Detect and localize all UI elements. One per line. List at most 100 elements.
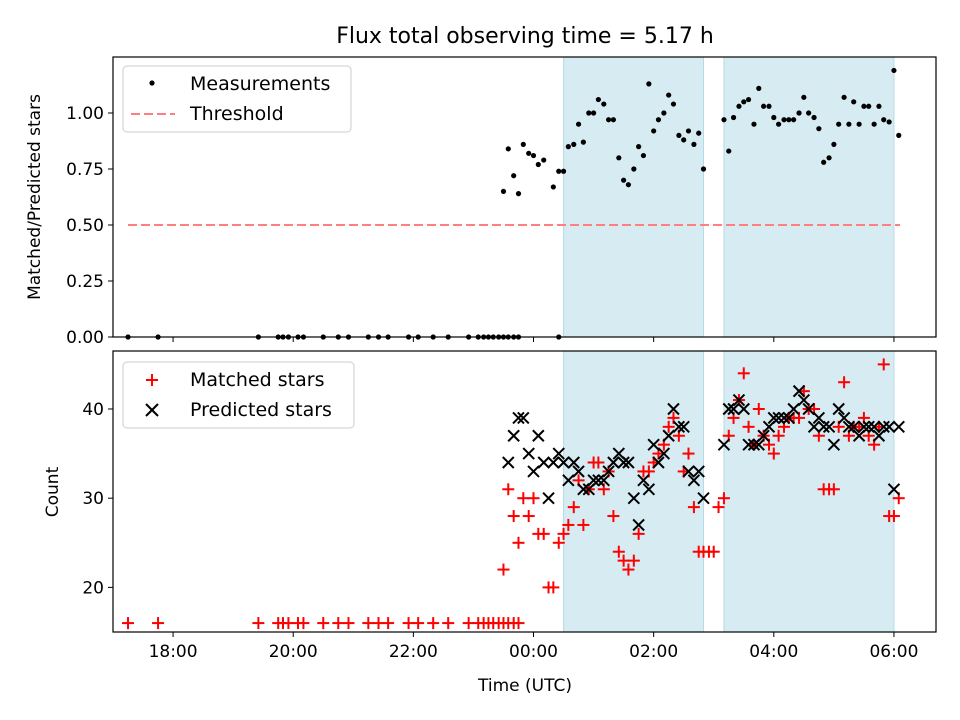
x-b xyxy=(792,384,806,398)
predicted-star-point xyxy=(782,411,796,425)
measurement-point xyxy=(681,137,687,143)
counts-panel: 20 30 40 18:00 20:00 22:00 00:00 02:00 04:00 06:… xyxy=(43,350,937,662)
matched-star-points xyxy=(122,358,905,630)
measurement-point xyxy=(601,101,607,107)
x-b xyxy=(802,402,815,416)
measurement-point xyxy=(560,168,567,174)
predicted-star-point xyxy=(622,456,635,469)
measurement-point xyxy=(651,128,657,134)
x-b xyxy=(737,402,750,416)
predicted-star-point xyxy=(687,474,701,487)
counts-x-ticks: 18:00 20:00 22:00 00:00 02:00 04:00 06:00 xyxy=(149,632,918,662)
predicted-star-point xyxy=(662,429,675,442)
matched-star-point xyxy=(522,510,535,523)
predicted-star-point xyxy=(722,402,735,416)
predicted-star-point xyxy=(757,429,770,442)
predicted-star-point xyxy=(607,456,620,469)
predicted-star-point xyxy=(852,429,866,442)
x-b xyxy=(727,402,740,416)
x-b xyxy=(827,438,841,451)
measurement-point xyxy=(696,130,702,136)
x-b xyxy=(857,420,871,434)
predicted-star-point xyxy=(682,465,695,478)
matched-star-point xyxy=(737,367,750,380)
measurement-point xyxy=(625,182,632,188)
matched-star-point xyxy=(717,492,730,505)
x-b xyxy=(562,474,575,487)
predicted-star-point xyxy=(532,429,545,442)
measurement-point xyxy=(550,184,556,190)
measurement-point xyxy=(745,96,752,103)
measurement-point xyxy=(786,117,792,123)
x-b xyxy=(687,474,701,487)
legend-measurements-label: Measurements xyxy=(190,73,330,95)
observing-window-1 xyxy=(563,56,705,338)
counts-y-ticks: 20 30 40 xyxy=(82,400,113,598)
ratio-legend-box xyxy=(122,65,352,133)
measurement-point xyxy=(891,67,897,74)
measurement-point xyxy=(726,148,732,154)
predicted-star-point xyxy=(627,491,641,505)
x-b xyxy=(537,456,550,469)
matched-star-point xyxy=(662,420,675,433)
x-b xyxy=(892,420,905,434)
matched-star-point xyxy=(517,492,530,505)
matched-star-point xyxy=(427,617,440,630)
measurement-point xyxy=(616,155,622,161)
ratio-legend: Measurements Threshold xyxy=(122,65,352,133)
x-b xyxy=(522,447,535,460)
predicted-star-point xyxy=(612,447,626,460)
measurement-point xyxy=(661,110,667,116)
measurement-point xyxy=(511,173,517,179)
ratio-panel: 0.00 0.25 0.50 0.75 1.00 Matched/Predicted s… xyxy=(25,56,937,348)
measurement-point xyxy=(876,103,882,109)
predicted-star-point xyxy=(602,465,615,478)
predicted-star-point xyxy=(642,483,656,496)
predicted-star-point xyxy=(557,456,570,469)
matched-star-point xyxy=(362,617,375,630)
measurement-point xyxy=(736,103,742,109)
ratio-x-ticks xyxy=(172,337,895,342)
predicted-star-point xyxy=(882,420,896,434)
x-b xyxy=(767,411,781,425)
x-b xyxy=(637,474,650,487)
predicted-star-point xyxy=(692,465,705,478)
y-tick-label: 30 xyxy=(82,489,104,509)
matched-star-point xyxy=(627,554,640,567)
predicted-star-point xyxy=(597,474,611,487)
matched-star-point xyxy=(502,483,515,496)
matched-star-point xyxy=(767,447,780,460)
predicted-star-point xyxy=(872,429,886,442)
predicted-star-point xyxy=(547,456,560,469)
predicted-star-point xyxy=(697,491,710,505)
measurement-point xyxy=(646,81,652,87)
y-tick-label: 20 xyxy=(82,578,104,598)
predicted-star-point xyxy=(617,456,630,469)
predicted-star-point xyxy=(787,402,800,416)
x-b xyxy=(657,447,671,460)
measurement-point xyxy=(881,117,887,123)
predicted-star-point xyxy=(792,384,806,398)
measurement-point xyxy=(575,121,582,127)
matched-star-point xyxy=(512,617,525,630)
predicted-star-point xyxy=(672,420,686,434)
x-tick-label: 06:00 xyxy=(869,642,918,662)
measurement-point xyxy=(851,99,857,105)
x-b xyxy=(512,411,525,425)
predicted-star-point xyxy=(542,491,555,505)
predicted-star-point xyxy=(592,474,605,487)
y-tick-label: 0.50 xyxy=(66,216,104,236)
measurement-point xyxy=(606,117,612,123)
predicted-star-point xyxy=(812,411,826,425)
x-b xyxy=(822,420,836,434)
x-b xyxy=(662,429,675,442)
matched-star-point xyxy=(512,536,525,549)
chart-title: Flux total observing time = 5.17 h xyxy=(336,24,714,49)
measurement-point xyxy=(676,132,682,138)
measurement-point xyxy=(886,119,892,125)
predicted-star-point xyxy=(802,402,815,416)
matched-star-point xyxy=(527,492,540,505)
predicted-star-point xyxy=(677,420,690,434)
legend-predicted-label: Predicted stars xyxy=(190,399,332,421)
